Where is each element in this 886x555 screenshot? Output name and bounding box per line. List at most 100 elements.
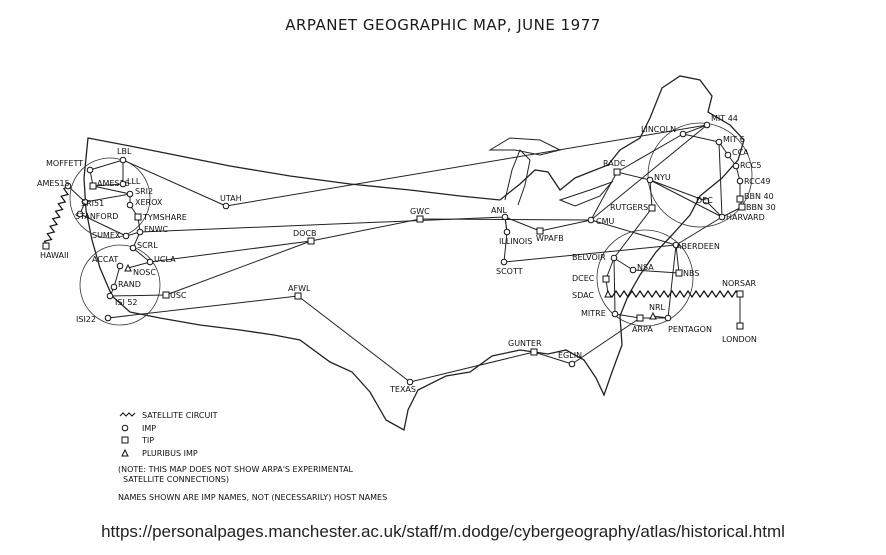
node-label-belvoir: BELVOIR: [572, 253, 606, 262]
node-label-pentagon: PENTAGON: [668, 325, 712, 334]
legend-satellite-text: SATELLITE CIRCUIT: [142, 411, 218, 420]
node-label-rand: RAND: [118, 280, 141, 289]
node-label-eglin: EGLIN: [558, 351, 582, 360]
node-texas-imp: [406, 378, 414, 386]
node-rand-imp: [110, 283, 118, 291]
map-title: ARPANET GEOGRAPHIC MAP, JUNE 1977: [285, 16, 601, 34]
link-dec-nyu: [649, 179, 707, 202]
node-lincoln-imp: [679, 130, 687, 138]
link-pentagon-aberdeen: [667, 244, 677, 319]
node-label-nsa: NSA: [637, 263, 654, 272]
link-nsa-nbs: [632, 269, 680, 274]
link-lbl-utah: [122, 159, 227, 207]
link-nbs-aberdeen: [675, 244, 680, 274]
cluster-circle-la: [79, 244, 161, 326]
cluster-circle-dc: [596, 229, 694, 327]
legend-pluribus-symbol: [121, 448, 129, 457]
node-arpa-tip: [636, 314, 644, 322]
satellite-link-sdac-norsar: [607, 289, 741, 299]
node-scrl-imp: [129, 244, 137, 252]
node-label-bbn40: BBN 40: [744, 192, 774, 201]
link-eglin-arpa: [571, 317, 641, 365]
node-label-nosc: NOSC: [133, 268, 156, 277]
legend-satellite-symbol: [119, 412, 136, 417]
node-isi52-imp: [106, 292, 114, 300]
node-ucla-imp: [146, 258, 154, 266]
link-lincoln-mit6: [682, 133, 720, 143]
node-label-gwc: GWC: [410, 207, 430, 216]
node-label-texas: TEXAS: [389, 385, 416, 394]
source-caption: https://personalpages.manchester.ac.uk/s…: [101, 522, 785, 541]
legend-imp-text: IMP: [142, 424, 156, 433]
legend: SATELLITE CIRCUIT IMP TIP PLURIBUS IMP (…: [118, 411, 387, 502]
node-label-hawaii: HAWAII: [40, 251, 69, 260]
network-links: [67, 124, 743, 383]
node-accat-imp: [116, 262, 124, 270]
legend-tip-symbol: [121, 436, 129, 444]
node-docb-tip: [307, 237, 315, 245]
node-anl-imp: [501, 213, 509, 221]
link-aberdeen-harvard: [675, 216, 723, 246]
link-cmu-mit44: [590, 124, 708, 221]
node-pentagon-imp: [664, 314, 672, 322]
node-sri51-imp: [81, 198, 89, 206]
legend-pluribus-text: PLURIBUS IMP: [142, 449, 198, 458]
node-rcc5-imp: [732, 162, 740, 170]
node-bbn40-tip: [736, 195, 744, 203]
node-label-scrl: SCRL: [137, 241, 158, 250]
node-mitre-imp: [611, 310, 619, 318]
note-line-1: (NOTE: THIS MAP DOES NOT SHOW ARPA'S EXP…: [118, 465, 354, 474]
node-bbn30-tip: [738, 203, 746, 211]
node-moffett-imp: [86, 166, 94, 174]
node-label-ucla: UCLA: [154, 255, 176, 264]
node-label-usc: USC: [170, 291, 187, 300]
lake-erie: [558, 180, 614, 207]
cluster-circle-sf: [69, 157, 151, 239]
node-stanford-imp: [76, 210, 84, 218]
node-cca-imp: [724, 151, 732, 159]
link-lincoln-mit44: [682, 124, 708, 135]
node-label-lbl: LBL: [117, 147, 132, 156]
node-label-rcc49: RCC49: [744, 177, 771, 186]
node-radc-tip: [613, 168, 621, 176]
node-label-tymshare: TYMSHARE: [142, 213, 187, 222]
node-afwl-tip: [294, 292, 302, 300]
node-label-anl: ANL: [491, 206, 507, 215]
link-mitre-arpa: [614, 313, 641, 319]
link-ames16-sri2: [92, 185, 131, 195]
node-label-mitre: MITRE: [581, 309, 606, 318]
node-aberdeen-imp: [672, 241, 680, 249]
legend-tip-text: TIP: [141, 436, 154, 445]
node-isi22-imp: [104, 314, 112, 322]
node-hawaii-tip: [42, 242, 50, 250]
link-scott-aberdeen: [503, 244, 677, 263]
node-label-mit6: MIT 6: [723, 135, 745, 144]
node-label-aberdeen: ABERDEEN: [676, 242, 720, 251]
node-dcec-tip: [602, 275, 610, 283]
link-sri51-sri2: [84, 193, 131, 203]
link-anl-wpafb: [504, 216, 541, 232]
node-label-ames16: AMES16: [97, 179, 130, 188]
node-london-tip: [736, 322, 744, 330]
cluster-circle-boston: [647, 122, 753, 228]
arpanet-map: ARPANET GEOGRAPHIC MAP, JUNE 1977 MOFFET…: [37, 16, 776, 502]
link-nyu-rutgers: [649, 179, 653, 209]
lake-michigan: [504, 149, 531, 206]
node-label-isi52: ISI 52: [115, 298, 138, 307]
link-isi52-usc: [109, 294, 167, 297]
node-belvoir-imp: [610, 254, 618, 262]
node-mit44-imp: [703, 121, 711, 129]
node-label-isi22: ISI22: [76, 315, 96, 324]
node-label-nrl: NRL: [649, 303, 666, 312]
node-label-ames15: AMES15: [37, 179, 70, 188]
node-rcc49-imp: [736, 177, 744, 185]
link-accat-rand: [113, 265, 121, 288]
link-mit6-harvard: [718, 141, 723, 218]
node-label-fnwc: FNWC: [144, 225, 168, 234]
node-label-arpa: ARPA: [632, 325, 653, 334]
node-label-stanford: STANFORD: [75, 212, 118, 221]
node-usc-tip: [162, 291, 170, 299]
link-wpafb-cmu: [539, 219, 592, 232]
node-ames15-imp: [64, 182, 72, 190]
